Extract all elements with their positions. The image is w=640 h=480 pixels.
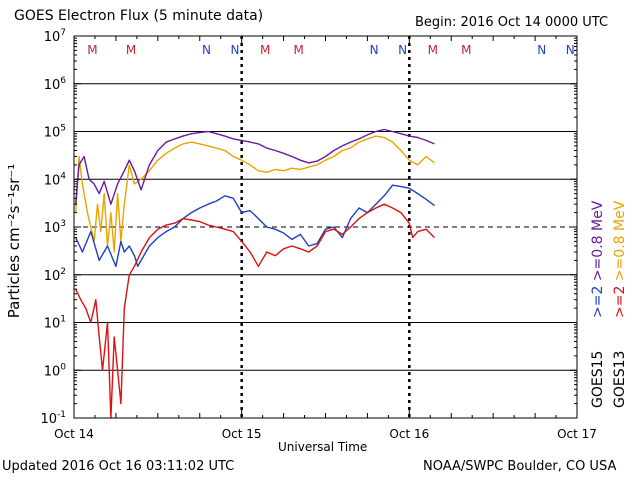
- legend-goes15-2mev: >=2: [590, 285, 606, 318]
- legend-goes13-08mev: >=0.8 MeV: [612, 200, 628, 282]
- marker-label: N: [566, 43, 575, 57]
- series-line: [75, 135, 435, 253]
- marker-label: N: [398, 43, 407, 57]
- legend-goes15-label: GOES15: [590, 350, 606, 408]
- legend-goes15-entries: >=2 >=0.8 MeV: [590, 201, 606, 318]
- begin-time: Begin: 2016 Oct 14 0000 UTC: [415, 15, 609, 30]
- series-line: [75, 184, 435, 267]
- x-tick-label: Oct 15: [222, 427, 262, 441]
- y-axis-label: Particles cm⁻²s⁻¹sr⁻¹: [5, 163, 23, 319]
- marker-label: M: [126, 43, 136, 57]
- y-tick-label: 101: [44, 315, 66, 332]
- y-tick-label: 107: [44, 28, 66, 45]
- x-tick-label: Oct 14: [54, 427, 94, 441]
- y-tick-label: 100: [44, 362, 67, 379]
- marker-label: N: [370, 43, 379, 57]
- marker-label: N: [537, 43, 546, 57]
- marker-label: M: [461, 43, 471, 57]
- y-tick-label: 105: [44, 124, 66, 141]
- series-line: [75, 128, 435, 205]
- marker-label: N: [230, 43, 239, 57]
- series-line: [75, 203, 435, 419]
- updated-timestamp: Updated 2016 Oct 16 03:11:02 UTC: [2, 459, 235, 474]
- y-tick-label: 102: [44, 267, 66, 284]
- marker-label: N: [202, 43, 211, 57]
- y-tick-label: 106: [44, 76, 67, 93]
- legend-goes13-entries: >=2 >=0.8 MeV: [612, 201, 628, 318]
- legend-goes13-label: GOES13: [612, 350, 628, 408]
- x-tick-label: Oct 17: [557, 427, 597, 441]
- legend-goes13-2mev: >=2: [612, 285, 628, 318]
- y-tick-label: 10-1: [40, 410, 66, 427]
- marker-label: M: [87, 43, 97, 57]
- y-tick-label: 103: [44, 219, 66, 236]
- x-axis-label: Universal Time: [278, 440, 368, 454]
- x-tick-label: Oct 16: [389, 427, 429, 441]
- marker-label: M: [428, 43, 438, 57]
- legend-goes15-08mev: >=0.8 MeV: [590, 200, 606, 282]
- marker-label: M: [293, 43, 303, 57]
- credit-text: NOAA/SWPC Boulder, CO USA: [423, 459, 617, 474]
- marker-label: M: [260, 43, 270, 57]
- y-tick-label: 104: [44, 171, 67, 188]
- chart-title: GOES Electron Flux (5 minute data): [14, 8, 264, 24]
